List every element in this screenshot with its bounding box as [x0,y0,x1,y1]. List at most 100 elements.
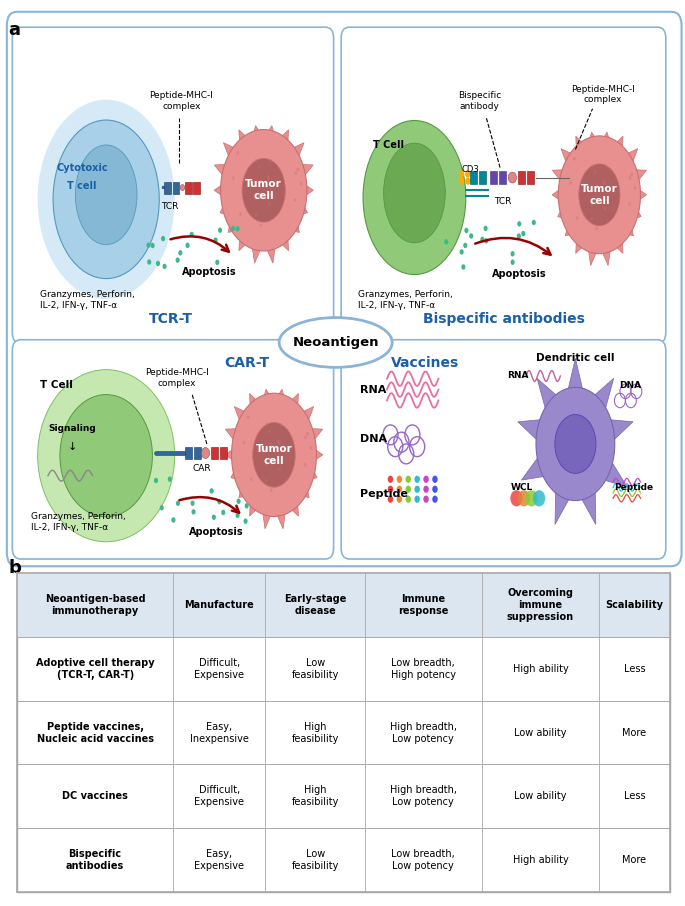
Circle shape [303,463,306,467]
Circle shape [231,226,235,231]
Circle shape [255,159,258,162]
Polygon shape [264,126,277,142]
Ellipse shape [242,159,285,222]
Polygon shape [579,486,596,525]
Circle shape [278,441,281,445]
Polygon shape [552,186,565,204]
Circle shape [162,264,166,269]
FancyBboxPatch shape [173,181,179,194]
Text: TCR: TCR [495,197,512,206]
Text: High
feasibility: High feasibility [291,721,339,744]
Circle shape [444,239,448,245]
Circle shape [295,171,297,175]
Text: Tumor
cell: Tumor cell [581,184,618,206]
Text: Low
feasibility: Low feasibility [291,658,339,680]
Ellipse shape [253,422,295,487]
Text: TCR: TCR [161,202,179,211]
Text: More: More [623,855,647,865]
FancyBboxPatch shape [499,171,506,184]
Ellipse shape [279,318,392,368]
FancyBboxPatch shape [341,27,666,343]
FancyBboxPatch shape [211,447,218,459]
Polygon shape [305,464,317,481]
Circle shape [388,476,393,483]
FancyBboxPatch shape [194,447,201,459]
Circle shape [388,496,393,503]
Polygon shape [537,379,560,415]
Circle shape [168,477,172,482]
Circle shape [151,243,155,248]
Circle shape [634,187,636,190]
Polygon shape [611,233,623,254]
Text: Less: Less [623,663,645,673]
Circle shape [414,476,420,483]
Circle shape [160,505,164,510]
Circle shape [603,207,606,210]
Circle shape [268,177,271,180]
Circle shape [595,226,598,230]
Circle shape [510,259,514,265]
Polygon shape [287,142,304,165]
Text: CD3: CD3 [462,165,480,174]
Polygon shape [552,169,569,187]
Text: Adoptive cell therapy
(TCR-T, CAR-T): Adoptive cell therapy (TCR-T, CAR-T) [36,658,155,680]
Ellipse shape [60,395,152,516]
Circle shape [297,168,299,171]
Circle shape [461,265,465,270]
Circle shape [260,445,262,448]
Circle shape [270,443,273,447]
Text: Tumor
cell: Tumor cell [245,179,282,201]
Circle shape [397,476,402,483]
Text: Apoptosis: Apoptosis [189,527,244,537]
Circle shape [268,458,271,461]
Circle shape [180,185,185,190]
Text: Low ability: Low ability [514,792,566,802]
Text: Easy,
Expensive: Easy, Expensive [195,850,245,872]
Text: Immune
response: Immune response [398,593,449,615]
Circle shape [249,180,252,184]
Text: CAR: CAR [192,464,212,473]
Polygon shape [214,181,227,199]
Text: ↓: ↓ [67,441,77,452]
Polygon shape [297,407,314,429]
Polygon shape [300,181,313,199]
Polygon shape [630,203,641,220]
Polygon shape [249,393,262,415]
Polygon shape [305,429,323,446]
Polygon shape [599,242,612,265]
Text: DC vaccines: DC vaccines [62,792,128,802]
FancyBboxPatch shape [527,171,534,184]
Text: Neoantigen-based
immunotherapy: Neoantigen-based immunotherapy [45,593,145,615]
Circle shape [465,170,471,178]
Circle shape [508,172,516,183]
Circle shape [432,486,438,493]
Circle shape [517,234,521,239]
Circle shape [576,217,579,220]
Circle shape [277,439,279,443]
Circle shape [532,220,536,226]
Polygon shape [239,130,251,151]
Polygon shape [521,453,549,480]
Text: b: b [8,559,21,577]
Text: Low ability: Low ability [514,728,566,737]
Ellipse shape [536,388,615,500]
Ellipse shape [555,415,596,473]
Polygon shape [630,169,647,187]
Circle shape [270,488,273,492]
Text: High breadth,
Low potency: High breadth, Low potency [390,721,457,744]
Ellipse shape [221,130,307,251]
Circle shape [294,198,297,202]
Circle shape [250,477,253,481]
FancyBboxPatch shape [12,27,334,343]
Text: Low breadth,
Low potency: Low breadth, Low potency [392,850,456,872]
Polygon shape [287,216,299,233]
Polygon shape [295,199,308,217]
Circle shape [258,193,260,197]
Polygon shape [262,504,274,529]
Circle shape [256,197,258,200]
Circle shape [265,462,268,466]
Polygon shape [575,136,588,157]
Circle shape [236,226,240,231]
Circle shape [243,441,246,445]
Circle shape [569,181,572,185]
